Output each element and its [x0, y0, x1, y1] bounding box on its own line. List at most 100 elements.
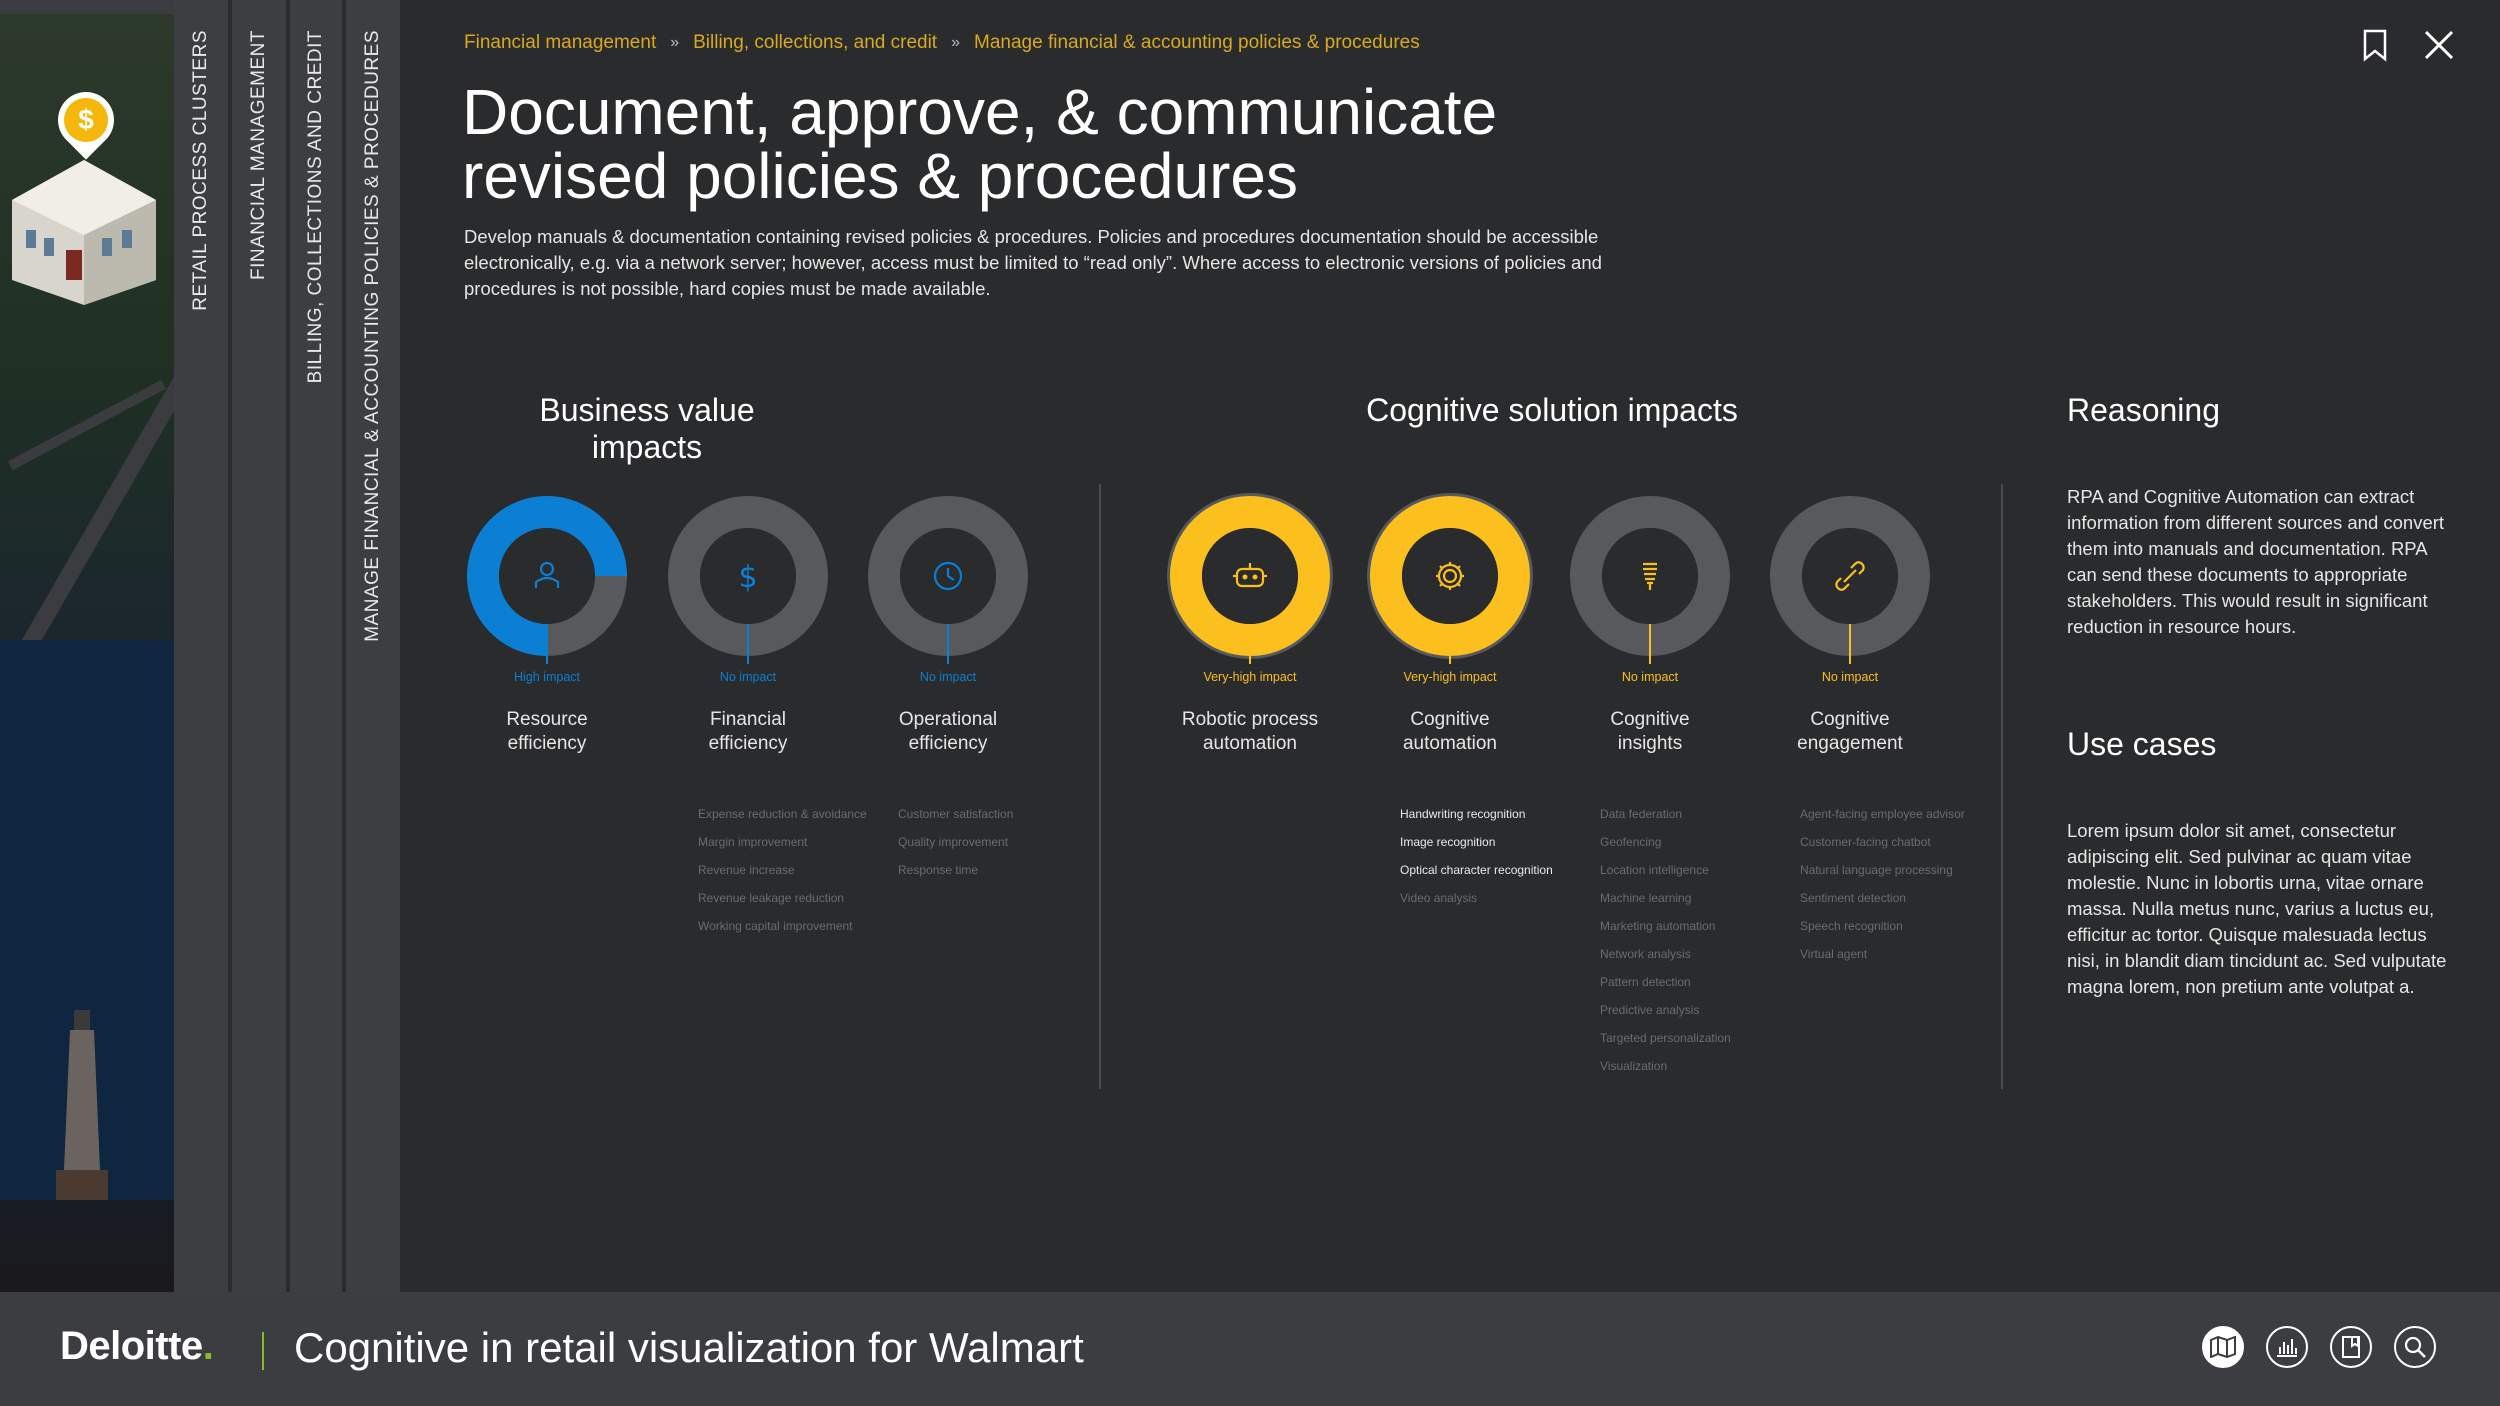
impact-category-label: Cognitive insights: [1610, 709, 1690, 754]
reasoning-title: Reasoning: [2067, 392, 2220, 428]
capability-item: Customer-facing chatbot: [1800, 835, 1931, 849]
capability-item: Working capital improvement: [698, 919, 853, 933]
capability-item: Sentiment detection: [1800, 891, 1907, 905]
impact-level-label: Very-high impact: [1403, 670, 1497, 684]
capability-item: Data federation: [1600, 807, 1683, 821]
impact-gauge[interactable]: [1360, 486, 1540, 686]
capability-list: Handwriting recognition Image recognition…: [1400, 807, 1575, 919]
page-title-line: Document, approve, & communicate: [462, 76, 1498, 148]
deloitte-logo[interactable]: Deloitte.: [60, 1324, 214, 1369]
impact-gauge[interactable]: [1760, 486, 1940, 686]
impact-level-label: High impact: [514, 670, 580, 684]
capability-item: Predictive analysis: [1600, 1003, 1700, 1017]
use-cases-title: Use cases: [2067, 726, 2217, 762]
breadcrumb-item[interactable]: Manage financial & accounting policies &…: [974, 32, 1420, 53]
bank-building-icon: [12, 160, 156, 305]
impact-category-label: Robotic process automation: [1181, 709, 1319, 754]
impact-category-label: Operational efficiency: [898, 709, 998, 754]
close-icon[interactable]: [2422, 28, 2456, 62]
capability-item: Optical character recognition: [1400, 863, 1553, 877]
logo-text: Deloitte: [60, 1324, 203, 1368]
capability-item: Customer satisfaction: [898, 807, 1014, 821]
city-map-strip[interactable]: $: [0, 0, 174, 1292]
logo-dot: .: [202, 1324, 214, 1368]
impact-gauge[interactable]: [457, 486, 637, 686]
impact-category-label: Financial efficiency: [708, 709, 788, 754]
nav-bar-label: FINANCIAL MANAGEMENT: [248, 30, 269, 280]
chevron-right-icon: »: [951, 34, 960, 51]
capability-item: Revenue increase: [698, 863, 795, 877]
capability-item: Video analysis: [1400, 891, 1478, 905]
capability-item: Margin improvement: [698, 835, 808, 849]
impact-ring: [1167, 493, 1333, 664]
impact-category-label: Cognitive automation: [1402, 709, 1497, 754]
chart-icon[interactable]: [2266, 1326, 2308, 1368]
page-title-line: revised policies & procedures: [462, 140, 1298, 212]
gear-icon: [1430, 556, 1470, 596]
capability-item: Handwriting recognition: [1400, 807, 1526, 821]
impact-gauge[interactable]: [858, 486, 1038, 686]
capability-item: Image recognition: [1400, 835, 1496, 849]
dollar-pin-icon: $: [64, 98, 108, 142]
robot-icon: [1230, 556, 1270, 596]
capability-list: Expense reduction & avoidance Margin impr…: [698, 807, 873, 947]
section-divider: [2001, 484, 2003, 1089]
map-icon[interactable]: [2202, 1326, 2244, 1368]
nav-bar-label: BILLING, COLLECTIONS AND CREDIT: [305, 30, 326, 384]
capability-item: Quality improvement: [898, 835, 1009, 849]
impact-level-label: No impact: [1821, 670, 1879, 684]
nav-bar-financial-management[interactable]: FINANCIAL MANAGEMENT: [232, 0, 290, 1292]
impact-ring: [1570, 496, 1730, 664]
lightbulb-icon: [1630, 556, 1670, 596]
reasoning-text: RPA and Cognitive Automation can extract…: [2067, 486, 2445, 637]
nav-bar-label: MANAGE FINANCIAL & ACCOUNTING POLICIES &…: [362, 30, 383, 642]
capability-item: Agent-facing employee advisor: [1800, 807, 1965, 821]
capability-item: Virtual agent: [1800, 947, 1868, 961]
person-icon: [527, 556, 567, 596]
capability-item: Speech recognition: [1800, 919, 1903, 933]
bookmark-icon[interactable]: [2360, 28, 2390, 62]
breadcrumb: Financial management » Billing, collecti…: [464, 32, 1420, 54]
dollar-icon: $: [728, 556, 768, 596]
capability-list: Agent-facing employee advisor Customer-fa…: [1800, 807, 1975, 975]
link-icon: [1830, 556, 1870, 596]
impact-category-label: Resource efficiency: [506, 709, 588, 754]
impact-level-label: No impact: [1621, 670, 1679, 684]
breadcrumb-item[interactable]: Financial management: [464, 32, 657, 53]
impact-gauge[interactable]: $: [658, 486, 838, 686]
svg-text:$: $: [738, 560, 757, 595]
bookmark-book-icon[interactable]: [2330, 1326, 2372, 1368]
impact-level-label: No impact: [719, 670, 777, 684]
nav-bar-label: RETAIL PROCESS CLUSTERS: [190, 30, 211, 311]
use-cases-text: Lorem ipsum dolor sit amet, consectetur …: [2067, 820, 2447, 997]
search-icon[interactable]: [2394, 1326, 2436, 1368]
breadcrumb-item[interactable]: Billing, collections, and credit: [693, 32, 938, 53]
impact-level-label: Very-high impact: [1203, 670, 1297, 684]
page-description: Develop manuals & documentation containi…: [464, 226, 1602, 299]
nav-bar-billing-collections-credit[interactable]: BILLING, COLLECTIONS AND CREDIT: [290, 0, 346, 1292]
impact-ring: [668, 496, 828, 664]
page-title: Document, approve, & communicate revised…: [462, 80, 1662, 208]
impact-category-label: Cognitive engagement: [1797, 709, 1903, 754]
capability-item: Machine learning: [1600, 891, 1692, 905]
impact-gauge[interactable]: [1560, 486, 1740, 686]
capability-item: Marketing automation: [1600, 919, 1716, 933]
chevron-right-icon: »: [670, 34, 680, 51]
capability-item: Geofencing: [1600, 835, 1662, 849]
capability-item: Visualization: [1600, 1059, 1668, 1073]
impact-ring: [467, 496, 627, 664]
capability-list: Customer satisfaction Quality improvement…: [898, 807, 1073, 891]
footer-bar: Deloitte. Cognitive in retail visualizat…: [0, 1292, 2500, 1406]
footer-title: Cognitive in retail visualization for Wa…: [294, 1324, 1084, 1371]
business-value-title: Business value impacts: [539, 392, 755, 465]
capability-item: Expense reduction & avoidance: [698, 807, 867, 821]
clock-icon: [928, 556, 968, 596]
nav-bar-retail-process-clusters[interactable]: RETAIL PROCESS CLUSTERS: [174, 0, 232, 1292]
impact-ring: [1367, 493, 1533, 664]
capability-item: Location intelligence: [1600, 863, 1709, 877]
impact-gauge[interactable]: [1160, 486, 1340, 686]
nav-bar-manage-policies[interactable]: MANAGE FINANCIAL & ACCOUNTING POLICIES &…: [346, 0, 404, 1292]
cognitive-impacts-title: Cognitive solution impacts: [1366, 392, 1738, 428]
capability-item: Response time: [898, 863, 979, 877]
main-panel: Financial management » Billing, collecti…: [400, 0, 2500, 1292]
